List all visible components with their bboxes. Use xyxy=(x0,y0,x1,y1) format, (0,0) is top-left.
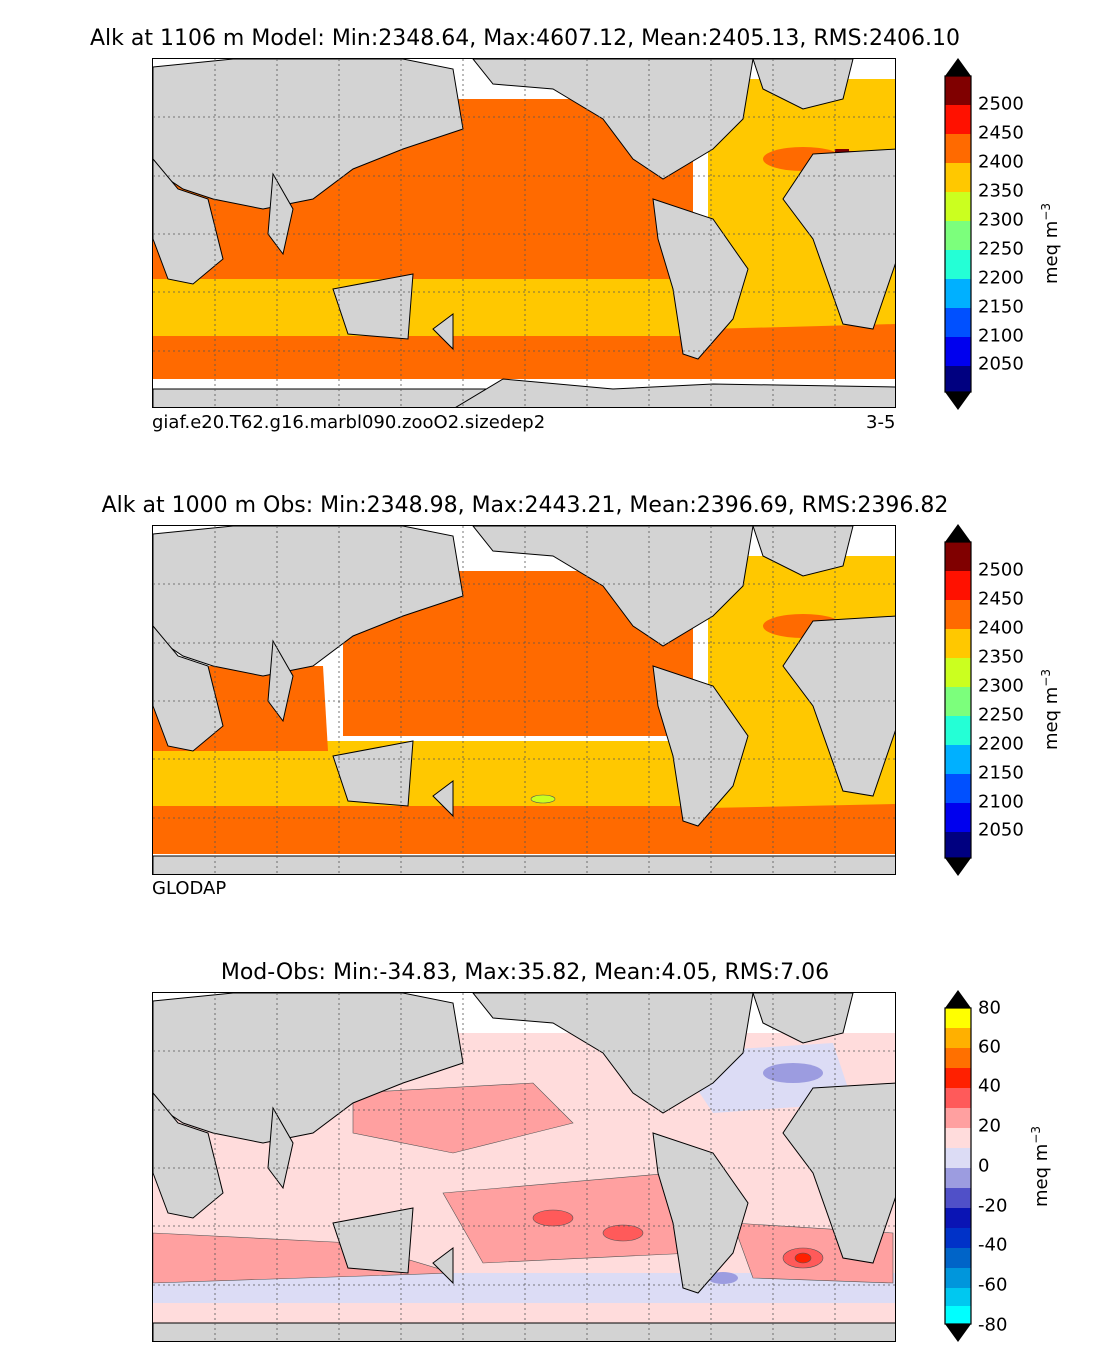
panel2-cb-tick: 2150 xyxy=(978,762,1024,784)
panel3-satl-red3 xyxy=(794,1252,812,1264)
panel1-cb-tick: 2400 xyxy=(978,151,1024,173)
panel3-map xyxy=(152,992,896,1342)
panel2-caption-left: GLODAP xyxy=(152,878,227,899)
panel1-south-atlantic-band xyxy=(708,324,895,379)
panel3-blue-drake xyxy=(708,1272,738,1284)
panel3-cb-tick: 40 xyxy=(978,1075,1001,1097)
panel1-caption-right: 3-5 xyxy=(866,412,896,433)
panel2-south-atlantic-band xyxy=(708,804,895,846)
panel1-grid xyxy=(153,59,895,407)
panel2-small-green xyxy=(530,794,556,804)
panel3-cb-tick: 60 xyxy=(978,1036,1001,1058)
panel2-cb-tick: 2200 xyxy=(978,733,1024,755)
panel2-cb-tick: 2450 xyxy=(978,588,1024,610)
panel3-colorbar xyxy=(944,990,972,1342)
panel1-cb-segments xyxy=(945,76,971,392)
panel2-cb-tick: 2300 xyxy=(978,675,1024,697)
panel1-cb-tick: 2300 xyxy=(978,209,1024,231)
panel1-cb-label: meq m−3 xyxy=(1039,203,1062,284)
panel1-cb-tick: 2500 xyxy=(978,93,1024,115)
panel3-cb-tick: -20 xyxy=(978,1195,1008,1217)
panel3-cb-tick: 0 xyxy=(978,1155,990,1177)
panel1-colorbar-svg xyxy=(944,58,972,410)
panel2-cb-tick: 2400 xyxy=(978,617,1024,639)
panel3-cb-tick: 80 xyxy=(978,997,1001,1019)
panel1-cb-tick: 2150 xyxy=(978,296,1024,318)
panel3-cb-segments xyxy=(945,1008,971,1324)
panel1-cb-tick: 2100 xyxy=(978,325,1024,347)
panel2-map xyxy=(152,525,896,875)
panel3-cb-label: meq m−3 xyxy=(1029,1126,1052,1207)
panel1-colorbar xyxy=(944,58,972,410)
panel2-pacific xyxy=(343,571,693,736)
panel3-cb-tick: 20 xyxy=(978,1115,1001,1137)
panel3-pacific-red3 xyxy=(532,1209,574,1227)
panel2-colorbar xyxy=(944,524,972,876)
panel3-natl-blue2 xyxy=(763,1063,823,1083)
panel2-colorbar-svg xyxy=(944,524,972,876)
panel1-map-svg xyxy=(153,59,895,407)
panel1-title: Alk at 1106 m Model: Min:2348.64, Max:46… xyxy=(89,26,961,51)
panel2-cb-tick: 2100 xyxy=(978,791,1024,813)
panel2-cb-segments xyxy=(945,542,971,858)
panel1-caption-left: giaf.e20.T62.g16.marbl090.zooO2.sizedep2 xyxy=(152,412,546,433)
panel1-cb-bottom-extend xyxy=(945,392,971,410)
panel2-cb-tick: 2050 xyxy=(978,819,1024,841)
panel2-grid xyxy=(153,526,895,874)
panel3-map-svg xyxy=(153,993,895,1341)
panel2-cb-tick: 2250 xyxy=(978,704,1024,726)
panel3-cb-tick: -80 xyxy=(978,1314,1008,1336)
panel3-colorbar-svg xyxy=(944,990,972,1342)
panel2-cb-tick: 2500 xyxy=(978,559,1024,581)
panel1-cb-tick: 2050 xyxy=(978,353,1024,375)
panel3-pacific-red4 xyxy=(602,1224,644,1242)
panel1-cb-tick: 2450 xyxy=(978,122,1024,144)
panel2-cb-label: meq m−3 xyxy=(1039,669,1062,750)
panel1-cb-tick: 2200 xyxy=(978,267,1024,289)
panel1-cb-top-extend xyxy=(945,58,971,76)
panel1-map xyxy=(152,58,896,408)
panel2-cb-tick: 2350 xyxy=(978,646,1024,668)
panel2-title: Alk at 1000 m Obs: Min:2348.98, Max:2443… xyxy=(101,493,949,518)
panel1-cb-tick: 2250 xyxy=(978,238,1024,260)
panel3-title: Mod-Obs: Min:-34.83, Max:35.82, Mean:4.0… xyxy=(220,960,830,985)
panel3-grid xyxy=(153,993,895,1341)
panel2-map-svg xyxy=(153,526,895,874)
panel3-cb-tick: -40 xyxy=(978,1234,1008,1256)
panel3-cb-tick: -60 xyxy=(978,1274,1008,1296)
panel1-cb-tick: 2350 xyxy=(978,180,1024,202)
